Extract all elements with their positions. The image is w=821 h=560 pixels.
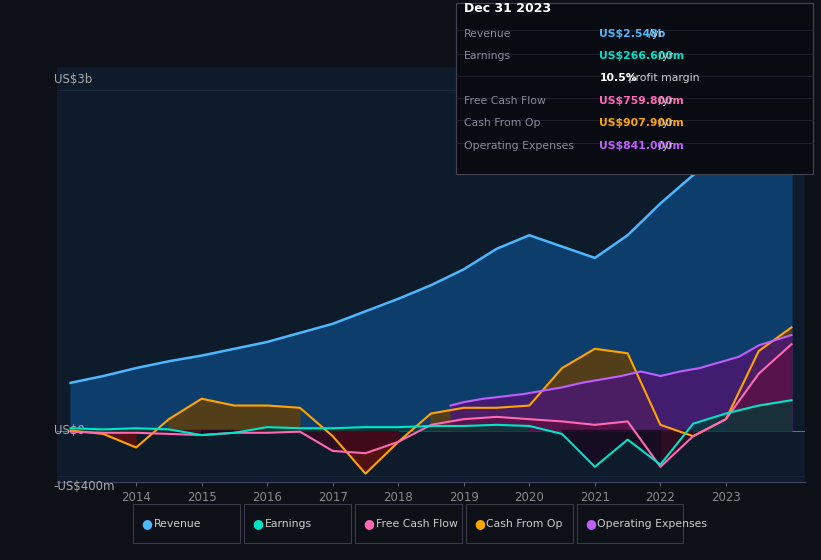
Text: US$3b: US$3b	[53, 73, 92, 86]
Text: /yr: /yr	[655, 96, 673, 106]
Text: US$841.000m: US$841.000m	[599, 141, 684, 151]
Text: /yr: /yr	[645, 29, 663, 39]
Text: Cash From Op: Cash From Op	[464, 118, 540, 128]
Text: ●: ●	[475, 517, 485, 530]
Text: US$759.800m: US$759.800m	[599, 96, 684, 106]
Text: Free Cash Flow: Free Cash Flow	[376, 519, 457, 529]
Text: Free Cash Flow: Free Cash Flow	[464, 96, 546, 106]
Text: 10.5%: 10.5%	[599, 73, 637, 83]
Text: Dec 31 2023: Dec 31 2023	[464, 2, 551, 15]
Text: Revenue: Revenue	[154, 519, 201, 529]
Text: Operating Expenses: Operating Expenses	[464, 141, 574, 151]
Text: /yr: /yr	[655, 51, 673, 61]
Text: Cash From Op: Cash From Op	[487, 519, 563, 529]
Text: /yr: /yr	[655, 118, 673, 128]
Text: profit margin: profit margin	[625, 73, 699, 83]
Text: ●: ●	[364, 517, 374, 530]
Text: ●: ●	[253, 517, 264, 530]
Text: ●: ●	[585, 517, 596, 530]
Text: Revenue: Revenue	[464, 29, 511, 39]
Text: Earnings: Earnings	[464, 51, 511, 61]
Text: US$2.548b: US$2.548b	[599, 29, 666, 39]
Text: Earnings: Earnings	[264, 519, 312, 529]
Text: US$0: US$0	[53, 424, 85, 437]
Text: US$907.900m: US$907.900m	[599, 118, 684, 128]
Text: -US$400m: -US$400m	[53, 480, 115, 493]
Text: ●: ●	[141, 517, 153, 530]
Text: /yr: /yr	[655, 141, 673, 151]
Text: Operating Expenses: Operating Expenses	[598, 519, 707, 529]
Text: US$266.600m: US$266.600m	[599, 51, 685, 61]
